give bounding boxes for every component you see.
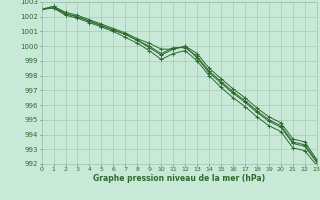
X-axis label: Graphe pression niveau de la mer (hPa): Graphe pression niveau de la mer (hPa) (93, 174, 265, 183)
